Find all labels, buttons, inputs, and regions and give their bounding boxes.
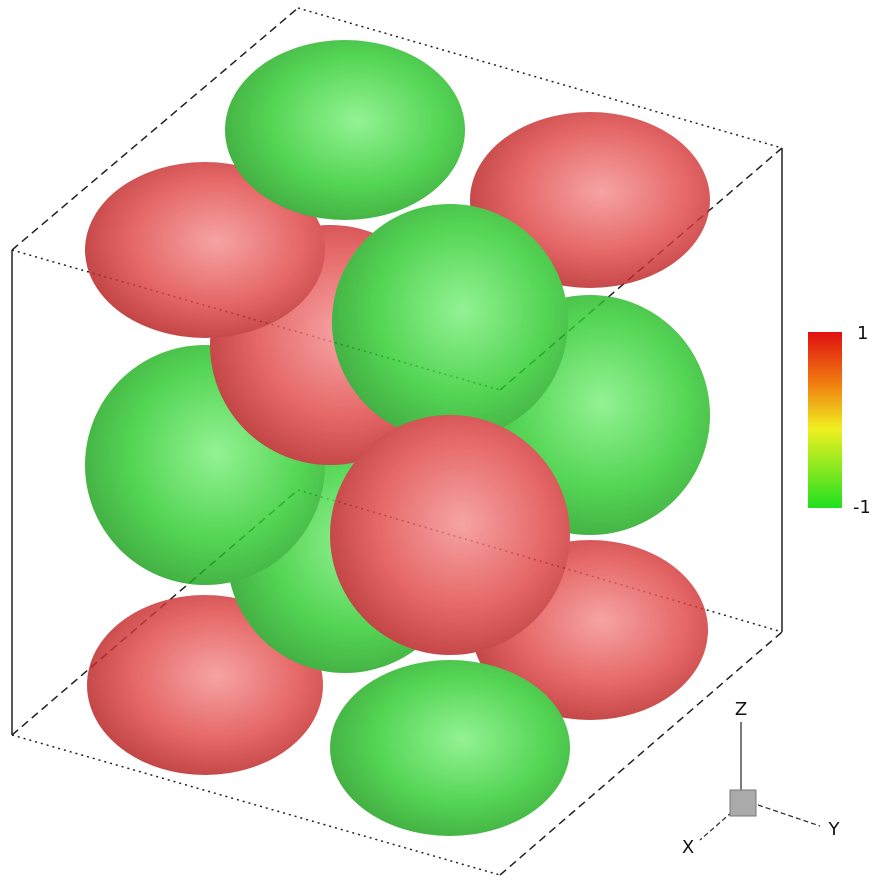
triad-cube (729, 789, 757, 817)
x-axis-label: X (682, 837, 694, 858)
colorbar (808, 332, 842, 508)
isosurface-red (85, 162, 325, 338)
isosurface-green (225, 40, 465, 220)
domain-box-front (11, 631, 783, 876)
isosurfaces (85, 40, 710, 836)
z-axis-label: Z (735, 699, 747, 720)
isosurface-red (330, 415, 570, 655)
axes-triad: Z Y X (682, 699, 841, 858)
isosurface-green (332, 204, 568, 440)
colorbar-min-label: -1 (853, 497, 869, 518)
isosurface-green (330, 660, 570, 836)
colorbar-max-label: 1 (857, 323, 868, 344)
y-axis-label: Y (828, 819, 841, 840)
